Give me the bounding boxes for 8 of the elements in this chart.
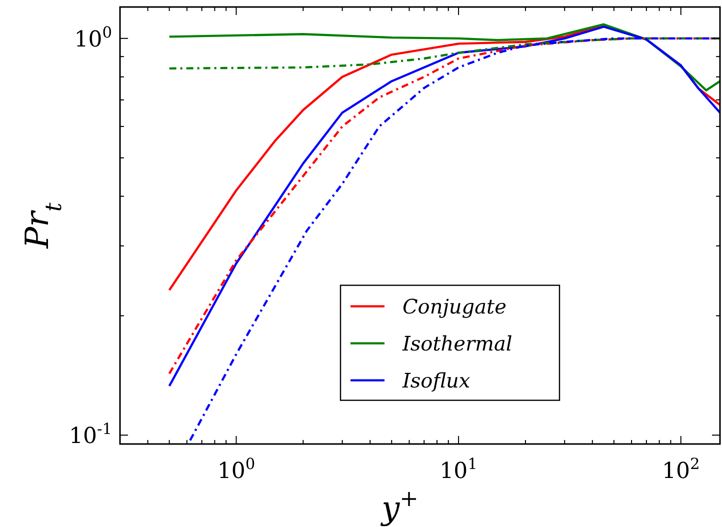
x-tick-label: 10$^{2}$ <box>662 455 700 484</box>
legend-label: Conjugate <box>402 294 506 318</box>
x-tick-label: 10$^{0}$ <box>217 455 256 484</box>
x-axis-title: y$^{+}$ <box>380 486 418 527</box>
legend-label: Isoflux <box>402 368 470 392</box>
y-tick-label: 10$^{-1}$ <box>69 420 112 450</box>
legend-label: Isothermal <box>402 331 512 356</box>
x-tick-label: 10$^{1}$ <box>440 455 478 484</box>
